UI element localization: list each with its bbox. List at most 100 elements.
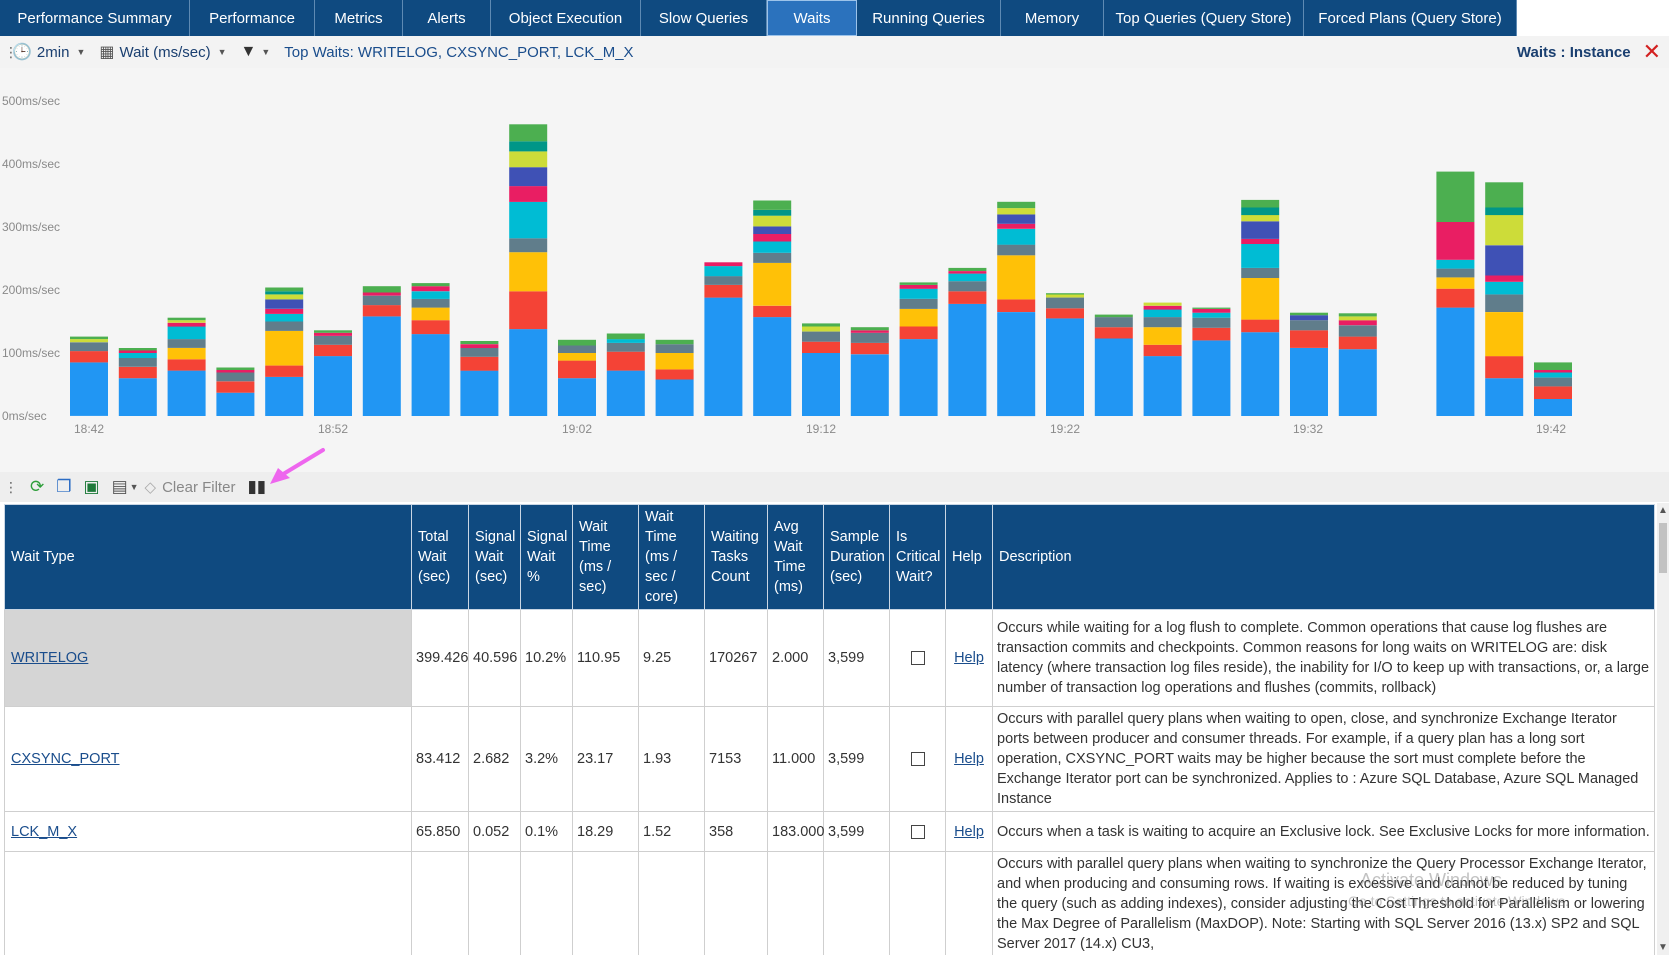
chart-bar[interactable] (1046, 293, 1084, 416)
wait-type-link[interactable]: CXSYNC_PORT (11, 751, 120, 767)
bar-segment[interactable] (1485, 378, 1524, 416)
bar-segment[interactable] (167, 317, 206, 321)
bar-segment[interactable] (265, 308, 304, 314)
bar-segment[interactable] (1241, 267, 1280, 278)
wait-type-link[interactable]: WRITELOG (11, 650, 89, 666)
bar-segment[interactable] (1143, 344, 1182, 357)
bar-segment[interactable] (118, 366, 157, 379)
chart-bar[interactable] (460, 341, 499, 416)
filter-dropdown[interactable]: ▼ ▼ (241, 43, 271, 61)
bar-segment[interactable] (1143, 327, 1182, 345)
bar-segment[interactable] (265, 330, 304, 366)
bar-segment[interactable] (802, 341, 840, 353)
chart-bar[interactable] (314, 330, 352, 416)
bar-segment[interactable] (167, 322, 206, 327)
bar-segment[interactable] (753, 317, 792, 416)
bar-segment[interactable] (753, 305, 792, 318)
bar-segment[interactable] (1143, 309, 1182, 318)
bar-segment[interactable] (1143, 317, 1182, 328)
bar-segment[interactable] (118, 348, 157, 351)
bar-segment[interactable] (997, 228, 1036, 245)
bar-segment[interactable] (948, 303, 987, 416)
bar-segment[interactable] (1338, 349, 1377, 416)
bar-segment[interactable] (753, 215, 792, 227)
column-header-wait-type[interactable]: Wait Type (4, 504, 412, 610)
bar-segment[interactable] (1485, 281, 1524, 295)
tab-performance[interactable]: Performance (190, 0, 315, 36)
bar-segment[interactable] (1046, 297, 1084, 309)
bar-segment[interactable] (899, 285, 938, 289)
table-row[interactable]: CXSYNC_PORT 83.412 2.682 3.2% 23.17 1.93 7153 1… (4, 706, 1655, 812)
bar-segment[interactable] (558, 360, 596, 379)
bar-segment[interactable] (314, 332, 352, 336)
bar-segment[interactable] (1436, 307, 1475, 416)
bar-segment[interactable] (460, 348, 499, 357)
bar-segment[interactable] (997, 255, 1036, 300)
bar-segment[interactable] (265, 299, 304, 309)
column-header-total-wait-sec[interactable]: Total Wait (sec) (411, 504, 469, 610)
bar-segment[interactable] (216, 381, 255, 393)
bar-segment[interactable] (362, 295, 401, 306)
bar-segment[interactable] (70, 339, 108, 343)
is-critical-checkbox[interactable] (910, 824, 925, 839)
bar-segment[interactable] (1485, 182, 1524, 208)
bar-segment[interactable] (460, 344, 499, 348)
chart-bar[interactable] (70, 336, 108, 416)
bar-segment[interactable] (460, 341, 499, 345)
bar-segment[interactable] (997, 312, 1036, 417)
bar-segment[interactable] (899, 339, 938, 416)
bar-segment[interactable] (655, 379, 694, 417)
bar-segment[interactable] (509, 141, 548, 152)
bar-segment[interactable] (509, 329, 548, 416)
bar-segment[interactable] (1485, 215, 1524, 246)
bar-segment[interactable] (70, 351, 108, 363)
bar-segment[interactable] (1290, 330, 1328, 348)
bar-segment[interactable] (265, 313, 304, 322)
bar-segment[interactable] (509, 124, 548, 142)
bar-segment[interactable] (1241, 278, 1280, 320)
bar-segment[interactable] (509, 167, 548, 187)
bar-segment[interactable] (1290, 320, 1328, 331)
gridbar-grip-icon[interactable]: ⋮ (4, 478, 18, 495)
bar-segment[interactable] (1192, 308, 1231, 313)
bar-segment[interactable] (1534, 386, 1572, 399)
bar-segment[interactable] (509, 186, 548, 202)
bar-segment[interactable] (1094, 317, 1133, 328)
bar-segment[interactable] (606, 370, 645, 416)
bar-segment[interactable] (753, 233, 792, 242)
bar-segment[interactable] (411, 320, 450, 335)
bar-segment[interactable] (1192, 327, 1231, 341)
bar-segment[interactable] (265, 291, 304, 295)
column-header-description[interactable]: Description (992, 504, 1655, 610)
bar-segment[interactable] (265, 294, 304, 300)
chart-bar[interactable] (1338, 313, 1377, 416)
bar-segment[interactable] (850, 332, 889, 343)
column-header-help[interactable]: Help (945, 504, 993, 610)
chart-bar[interactable] (265, 287, 304, 417)
bar-segment[interactable] (1338, 320, 1377, 326)
bar-segment[interactable] (850, 330, 889, 333)
bar-segment[interactable] (997, 214, 1036, 224)
bar-segment[interactable] (948, 291, 987, 304)
bar-segment[interactable] (216, 370, 255, 373)
bar-segment[interactable] (1241, 244, 1280, 268)
bar-segment[interactable] (899, 308, 938, 327)
bar-segment[interactable] (216, 392, 255, 416)
chart-bar[interactable] (1143, 302, 1182, 416)
bar-segment[interactable] (558, 353, 596, 361)
bar-segment[interactable] (948, 267, 987, 271)
chart-bar[interactable] (362, 286, 401, 416)
chart-bar[interactable] (1094, 314, 1133, 416)
bar-segment[interactable] (460, 370, 499, 416)
is-critical-checkbox[interactable] (910, 651, 925, 666)
bar-segment[interactable] (1534, 377, 1572, 387)
bar-segment[interactable] (899, 326, 938, 340)
bar-segment[interactable] (265, 321, 304, 331)
interval-dropdown[interactable]: 🕒 2min ▼ (12, 42, 85, 62)
tab-top-queries-query-store[interactable]: Top Queries (Query Store) (1104, 0, 1304, 36)
help-link[interactable]: Help (954, 823, 984, 840)
bar-segment[interactable] (1290, 312, 1328, 316)
bar-segment[interactable] (167, 320, 206, 323)
column-header-wait-time-ms-sec[interactable]: Wait Time (ms / sec) (572, 504, 639, 610)
help-link[interactable]: Help (954, 650, 984, 666)
